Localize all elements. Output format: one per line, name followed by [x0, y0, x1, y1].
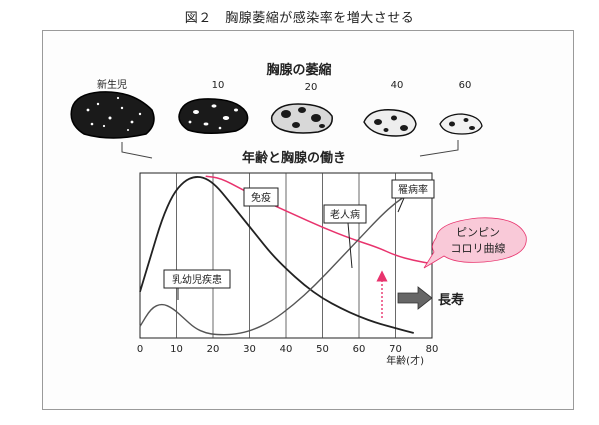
x-tick-label-50: 50	[316, 344, 329, 355]
chart-title: 年齢と胸腺の働き	[242, 150, 346, 166]
longevity-arrow-shape	[397, 286, 433, 310]
gridlines	[176, 173, 396, 338]
label-infant-box: 乳幼児疾患	[163, 269, 231, 300]
x-tick-label-70: 70	[389, 344, 402, 355]
stage-label-60: 60	[459, 80, 472, 91]
thymus-images	[70, 91, 483, 139]
label-morbidity-box: 罹病率	[391, 179, 435, 213]
pinpin-callout: ピンピン コロリ曲線	[423, 217, 527, 269]
x-tick-label-60: 60	[353, 344, 366, 355]
thymus-image-newborn	[70, 91, 155, 139]
label-elderly-disease: 老人病	[330, 208, 360, 221]
x-tick-label-40: 40	[280, 344, 293, 355]
thymus-image-40	[363, 109, 417, 137]
x-tick-labels: 0 10 20 30 40 50 60 70 80	[137, 344, 439, 355]
label-immunity: 免疫	[251, 191, 271, 204]
morbidity-pointer	[397, 197, 405, 213]
pinpin-line2: コロリ曲線	[451, 241, 506, 255]
curve-immunity	[205, 175, 433, 265]
x-tick-label-20: 20	[207, 344, 220, 355]
thymus-stage-labels: 新生児 10 20 40 60	[97, 78, 471, 93]
curve-thymus-function	[139, 176, 414, 334]
longevity-arrow: 長寿	[397, 286, 464, 310]
label-elderly-box: 老人病	[323, 204, 367, 269]
label-longevity: 長寿	[438, 292, 464, 308]
thymus-image-20	[270, 103, 333, 134]
stage-label-40: 40	[391, 80, 404, 91]
thymus-heading: 胸腺の萎縮	[266, 62, 331, 78]
figure-title: 図２ 胸腺萎縮が感染率を増大させる	[184, 11, 415, 26]
x-tick-label-10: 10	[170, 344, 183, 355]
label-morbidity: 罹病率	[398, 183, 428, 196]
x-tick-label-80: 80	[426, 344, 439, 355]
x-axis-label: 年齢(才)	[386, 354, 424, 367]
curves	[139, 175, 433, 336]
thymus-image-10	[178, 98, 249, 134]
x-tick-label-0: 0	[137, 344, 143, 355]
pinpin-line1: ピンピン	[456, 226, 500, 239]
elderly-pointer	[347, 222, 353, 269]
label-immunity-box: 免疫	[243, 187, 279, 207]
thymus-bracket	[121, 140, 459, 159]
x-tick-label-30: 30	[243, 344, 256, 355]
stage-label-newborn: 新生児	[97, 78, 127, 91]
label-infant-disease: 乳幼児疾患	[172, 273, 222, 286]
pinpin-bubble	[423, 217, 527, 269]
curve-morbidity	[139, 188, 425, 336]
thymus-image-60	[439, 113, 483, 135]
stage-label-10: 10	[212, 80, 225, 91]
stage-label-20: 20	[305, 82, 318, 93]
